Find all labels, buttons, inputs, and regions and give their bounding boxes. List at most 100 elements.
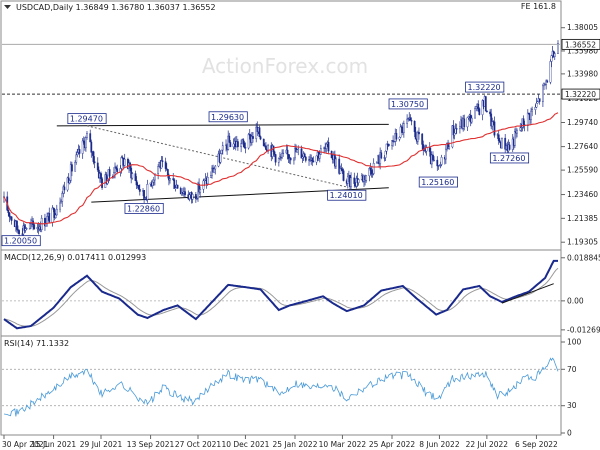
candle-body <box>387 143 390 146</box>
rsi-panel-frame <box>0 335 562 436</box>
trendline <box>56 123 389 127</box>
candle-body <box>85 137 87 149</box>
candle-body <box>74 162 77 172</box>
price-panel-title: USDCAD,Daily 1.36849 1.36780 1.36037 1.3… <box>16 3 216 12</box>
candle-body <box>385 143 388 152</box>
candle-body <box>451 125 454 148</box>
candle-body <box>498 140 501 143</box>
candle-body <box>543 83 545 87</box>
candle-body <box>370 170 373 175</box>
candle-body <box>372 163 375 174</box>
candle-body <box>240 143 243 148</box>
candle-body <box>534 106 537 110</box>
level-price-label: 1.32220 <box>565 90 596 99</box>
macd-panel-title: MACD(12,26,9) 0.017411 0.012993 <box>4 253 146 262</box>
candle-body <box>413 120 416 133</box>
rsi-y-axis: 100 70 30 0 <box>561 338 582 438</box>
candle-body <box>422 144 425 151</box>
price-annotation-box <box>388 98 428 110</box>
macd-panel <box>2 259 560 330</box>
candle-body <box>248 134 251 136</box>
candle-body <box>286 149 289 155</box>
price-annotation-box <box>1 235 41 247</box>
candle-body <box>33 224 36 230</box>
candle-body <box>96 162 99 171</box>
candle-body <box>301 156 304 159</box>
price-annotation-box <box>465 81 505 93</box>
candle-body <box>23 225 26 231</box>
candle-body <box>470 117 473 123</box>
candle-body <box>161 160 164 162</box>
moving-average <box>3 112 559 225</box>
x-tick-label: 30 Apr 2021 <box>2 440 49 449</box>
candle-body <box>46 216 49 224</box>
candle-body <box>535 103 538 108</box>
candle-body <box>478 108 481 115</box>
candle-body <box>89 133 92 143</box>
rsi-y-tick-label: 30 <box>567 401 577 410</box>
candle-body <box>522 118 525 125</box>
candle-body <box>311 157 314 162</box>
candle-body <box>553 53 556 57</box>
candle-body <box>277 158 280 163</box>
candle-body <box>296 149 299 153</box>
candle-body <box>138 189 141 192</box>
candle-body <box>262 138 265 147</box>
candle-body <box>86 133 88 138</box>
level-price-box <box>561 88 600 100</box>
candle-body <box>59 202 61 210</box>
candle-body <box>247 134 250 149</box>
candle-body <box>244 147 247 149</box>
candle-body <box>485 110 488 113</box>
candle-body <box>172 178 175 180</box>
candle-body <box>78 149 81 154</box>
candle-body <box>455 128 458 130</box>
current-price-box <box>561 38 600 50</box>
candle-body <box>513 131 516 146</box>
price-y-tick-label: 1.29740 <box>567 118 598 127</box>
candle-body <box>519 127 522 131</box>
candle-body <box>467 116 470 119</box>
candle-body <box>194 194 197 199</box>
symbol-dropdown-icon[interactable] <box>4 5 11 9</box>
candle-body <box>436 159 439 167</box>
candle-body <box>406 118 409 124</box>
x-tick-label: 8 Jun 2022 <box>419 440 460 449</box>
candle-body <box>402 123 405 133</box>
candle-body <box>179 188 182 195</box>
candle-body <box>304 156 307 161</box>
candle-body <box>232 143 235 148</box>
candle-body <box>16 220 18 230</box>
candle-body <box>542 85 544 102</box>
candle-body <box>281 152 283 158</box>
price-annotation-box <box>208 111 248 123</box>
candle-body <box>287 153 290 159</box>
price-annotation-box <box>418 176 458 188</box>
candle-body <box>438 165 441 167</box>
candle-body <box>44 217 46 227</box>
candle-body <box>120 157 123 169</box>
candle-body <box>265 145 267 150</box>
candle-body <box>335 158 337 167</box>
candle-body <box>115 166 117 169</box>
candle-body <box>293 157 295 161</box>
candle-body <box>445 148 447 160</box>
candle-body <box>66 177 69 191</box>
candle-body <box>242 139 245 143</box>
price-annotation-label: 1.29470 <box>70 115 103 124</box>
candle-body <box>433 159 435 161</box>
candle-body <box>227 135 230 150</box>
candle-body <box>439 164 442 166</box>
candle-body <box>219 153 222 163</box>
price-annotation-label: 1.29630 <box>211 113 244 122</box>
candle-body <box>206 177 209 185</box>
price-y-tick-label: 1.21385 <box>567 214 598 223</box>
candle-body <box>350 177 352 187</box>
trendline <box>86 125 347 188</box>
candle-body <box>414 131 417 140</box>
candle-body <box>357 179 360 183</box>
candle-body <box>10 216 13 221</box>
candle-body <box>52 207 55 210</box>
